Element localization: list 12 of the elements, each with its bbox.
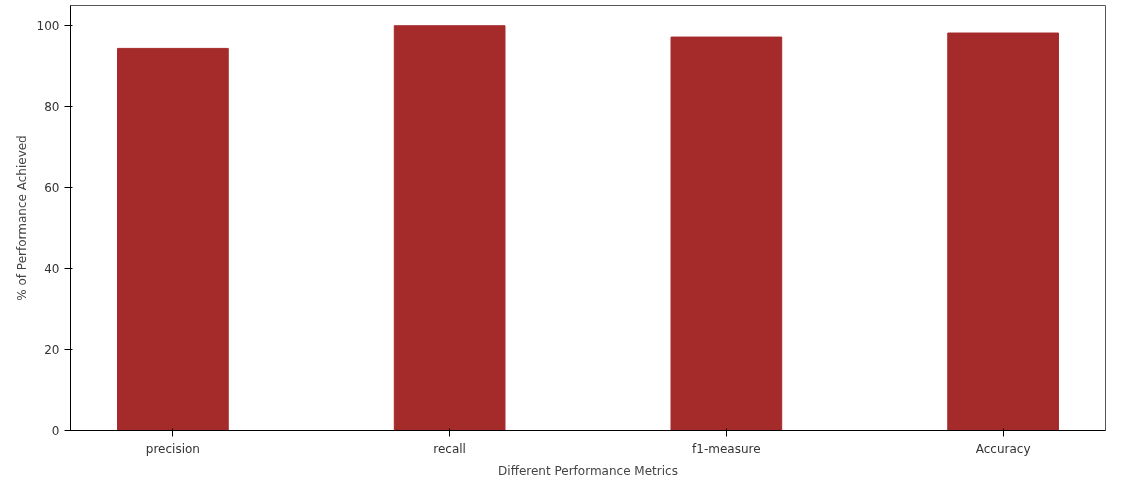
x-tick-label: precision xyxy=(145,441,200,456)
x-tick-label: Accuracy xyxy=(975,441,1031,456)
y-tick-label: 100 xyxy=(36,19,60,34)
x-tick-label: recall xyxy=(433,441,466,456)
y-tick-label: 0 xyxy=(51,424,60,438)
y-tick-label: 20 xyxy=(44,343,60,358)
y-tick-label: 40 xyxy=(44,262,60,277)
x-tick-label: f1-measure xyxy=(692,441,761,456)
y-axis-title: % of Performance Achieved xyxy=(14,135,29,301)
y-tick-label: 80 xyxy=(44,100,60,115)
x-axis-title: Different Performance Metrics xyxy=(498,463,678,478)
y-tick-label: 60 xyxy=(44,181,60,196)
